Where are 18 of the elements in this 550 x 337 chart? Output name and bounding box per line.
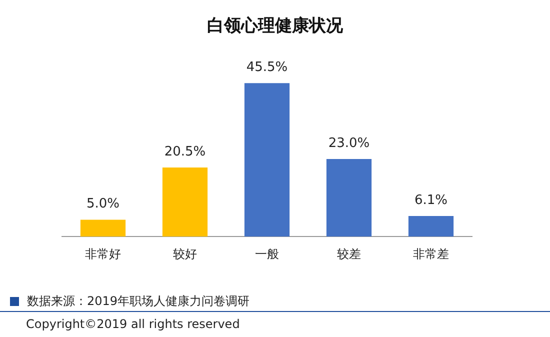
data-label: 45.5% [246,60,288,76]
bar [326,159,372,237]
x-tick-label: 一般 [255,246,279,261]
bar [244,83,290,237]
bar [408,216,454,237]
chart-title: 白领心理健康状况 [206,15,344,37]
x-tick-label: 较差 [337,246,361,261]
data-label: 6.1% [414,192,448,208]
source-note: 数据来源：2019年职场人健康力问卷调研 [27,293,250,310]
bar [80,220,126,237]
x-tick-label: 较好 [173,246,197,261]
bar [162,167,208,237]
data-label: 23.0% [328,136,370,151]
text: Copyright©2019 all rights reserved [26,317,240,331]
x-tick-label: 非常好 [85,246,121,261]
data-label: 20.5% [164,144,206,160]
x-tick-label: 非常差 [413,246,449,261]
data-label: 5.0% [86,196,120,212]
